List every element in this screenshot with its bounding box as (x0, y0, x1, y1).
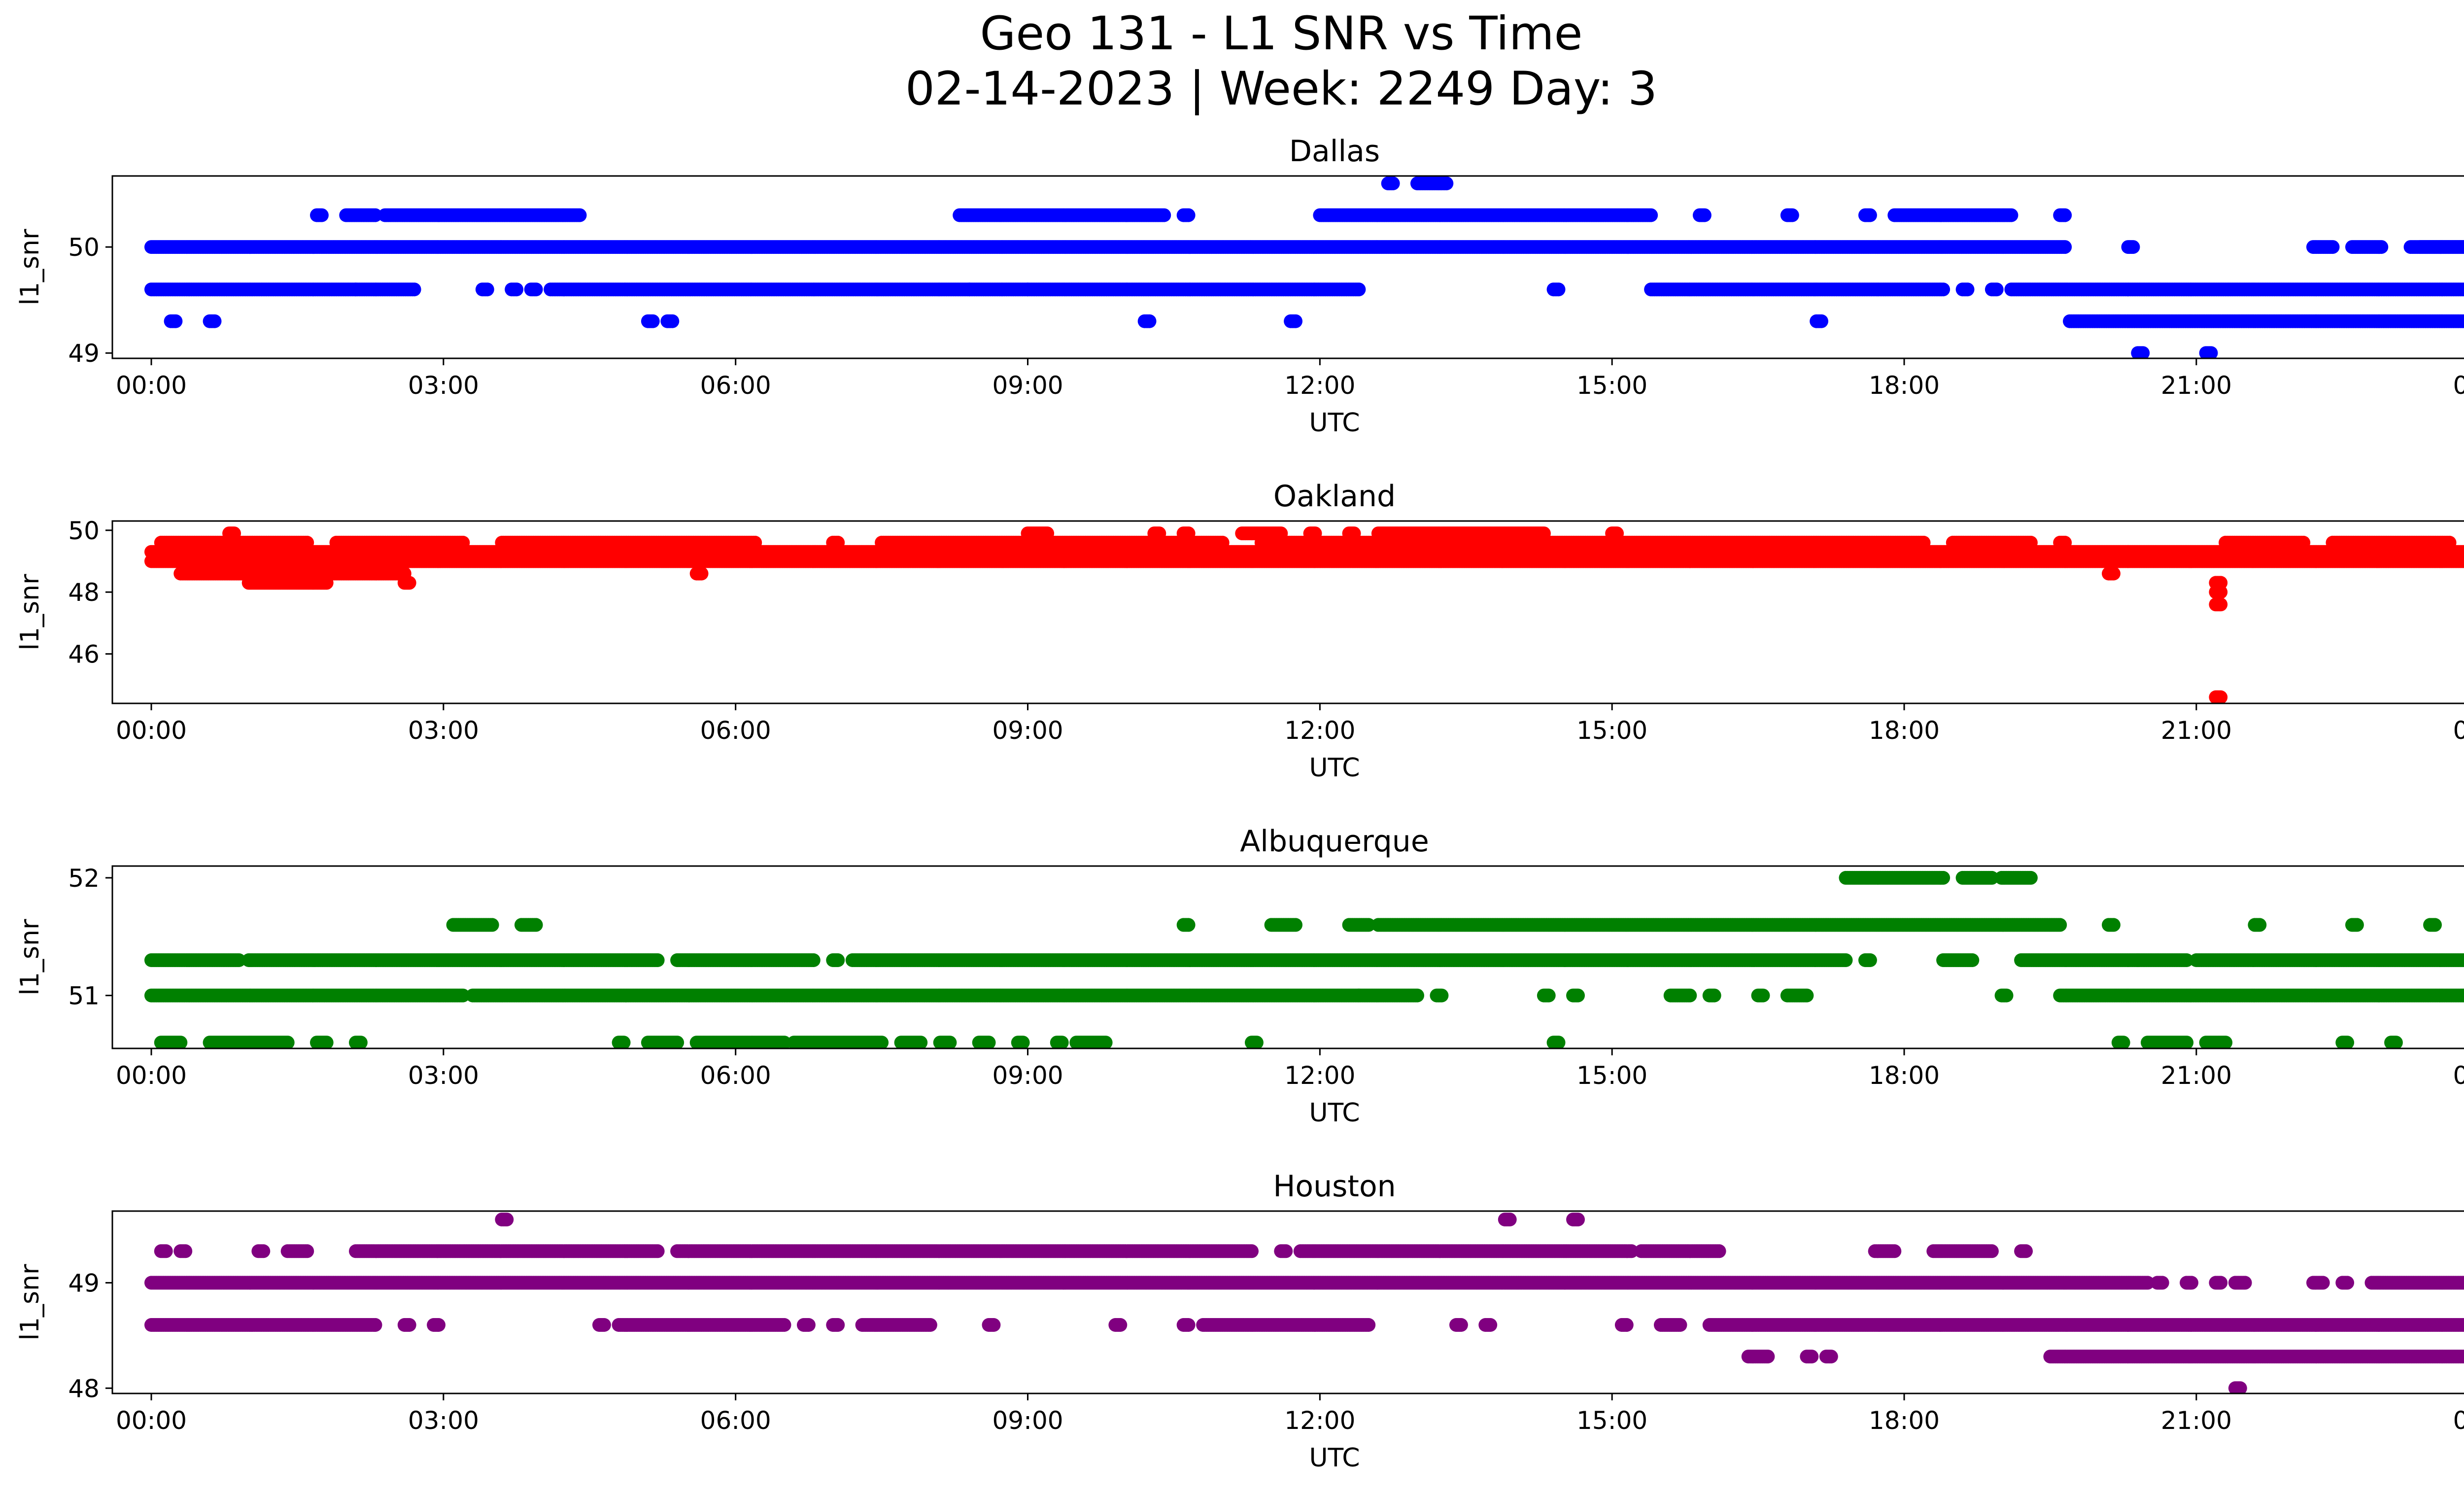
x-tick-label: 21:00 (2161, 371, 2232, 400)
data-point (207, 314, 222, 328)
data-point (646, 314, 660, 328)
data-point (1960, 282, 1975, 297)
subplot-dallas: 00:00 03:00 06:00 09:00 12:00 15:00 18:00 21:00… (15, 134, 2464, 438)
data-point (573, 208, 587, 222)
data-point (1814, 314, 1828, 328)
data-point (2374, 240, 2389, 254)
data-point (1697, 208, 1711, 222)
data-point (1289, 314, 1302, 328)
data-point (2462, 316, 2464, 326)
data-point (1989, 282, 2004, 297)
y-tick-label: 50 (68, 233, 100, 262)
figure-title-line1: Geo 131 - L1 SNR vs Time (980, 7, 1583, 61)
data-point (1439, 176, 1454, 191)
data-point (480, 282, 494, 297)
data-point (2326, 240, 2340, 254)
figure-title-line2: 02-14-2023 | Week: 2249 Day: 3 (905, 62, 1657, 116)
data-point (1644, 208, 1658, 222)
x-tick-label: 12:00 (1284, 371, 1355, 400)
data-point (529, 282, 543, 297)
data-point (368, 208, 382, 222)
x-tick-label: 15:00 (1576, 371, 1647, 400)
data-point (510, 282, 524, 297)
data-point (1863, 208, 1877, 222)
data-point (2136, 346, 2150, 358)
data-point (1157, 208, 1171, 222)
x-tick-label: 09:00 (992, 371, 1063, 400)
data-point (1936, 282, 1951, 297)
data-point (2004, 208, 2019, 222)
axes-frame (111, 175, 2464, 359)
y-tick-label: 49 (68, 339, 100, 368)
x-tick-label: 03:00 (408, 371, 479, 400)
data-point (2462, 243, 2464, 252)
x-tick-label: 18:00 (1869, 371, 1940, 400)
x-tick-label: 00:00 (116, 371, 187, 400)
data-point (665, 314, 680, 328)
data-point (2058, 240, 2072, 254)
x-axis-label: UTC (1309, 408, 1360, 438)
data-point (1142, 314, 1157, 328)
data-point (2126, 240, 2140, 254)
data-point (1551, 282, 1566, 297)
data-point (2204, 346, 2218, 358)
data-point (407, 282, 421, 297)
data-point (1785, 208, 1799, 222)
subplot-title: Dallas (1289, 134, 1380, 169)
data-point (2058, 208, 2072, 222)
data-point (1181, 208, 1196, 222)
data-points-oakland (144, 526, 2464, 703)
y-axis-label: l1_snr (15, 229, 45, 306)
data-point (1352, 282, 1366, 297)
data-point (1386, 176, 1400, 191)
data-point (314, 208, 329, 222)
subplot-panels: 00:00 03:00 06:00 09:00 12:00 15:00 18:00 21:00… (15, 134, 2464, 1473)
x-tick-label: 06:00 (700, 371, 771, 400)
data-point (169, 314, 183, 328)
data-point (2462, 284, 2464, 294)
data-points-dallas (144, 176, 2464, 358)
x-tick-label: 00:00 (2453, 371, 2464, 400)
subplot-oakland: 00:00 03:00 06:00 09:00 12:00 15:00 18:00 21:00… (15, 479, 2464, 783)
